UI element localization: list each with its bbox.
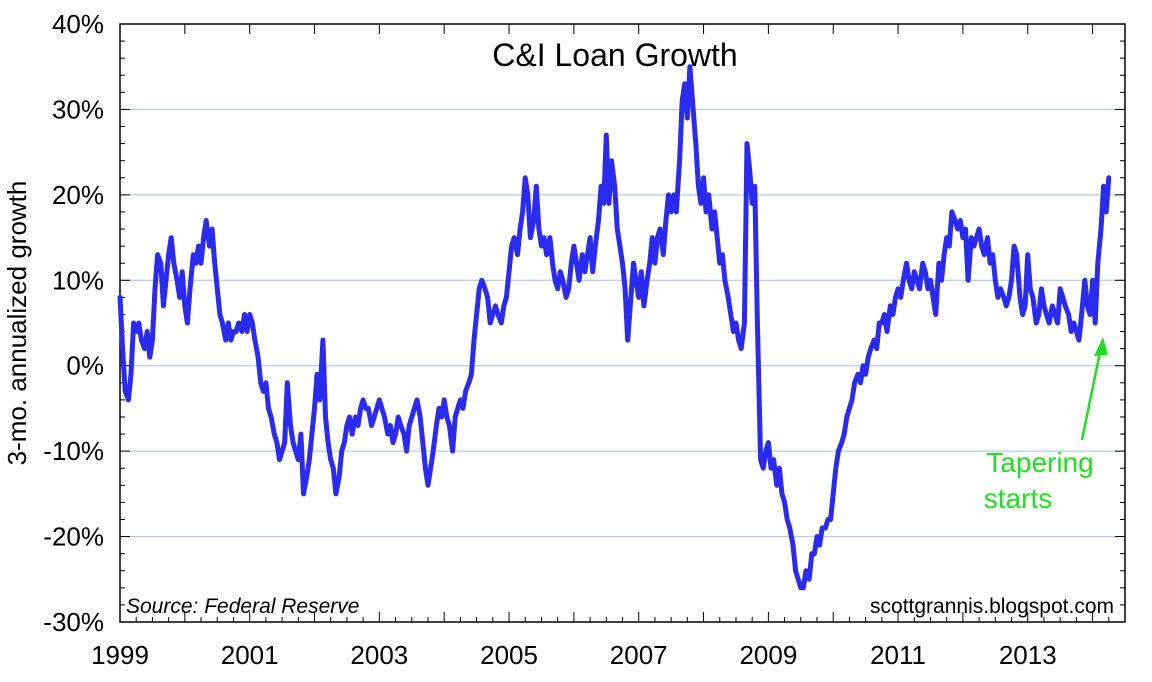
- y-tick-label: 20%: [52, 180, 104, 210]
- plot-frame: [119, 23, 1126, 623]
- annotation-line-2: starts: [984, 483, 1052, 514]
- y-tick-label: 40%: [52, 9, 104, 39]
- chart-title: C&I Loan Growth: [492, 37, 737, 73]
- axis-ticks: [119, 23, 1125, 623]
- x-tick-label: 2001: [221, 640, 279, 670]
- annotation-arrowhead: [1094, 337, 1108, 356]
- x-tick-label: 2011: [870, 640, 926, 670]
- series-line: [117, 64, 1112, 591]
- x-tick-labels: 1999 2001 2003 2005 2007 2009 2011 2013: [91, 640, 1057, 670]
- x-tick-label: 2009: [739, 640, 797, 670]
- y-tick-label: -10%: [43, 436, 104, 466]
- tapering-annotation: Tapering starts: [984, 337, 1108, 514]
- x-tick-label: 2005: [480, 640, 538, 670]
- annotation-line-1: Tapering: [986, 447, 1093, 478]
- credit-note: scottgrannis.blogspot.com: [870, 595, 1114, 618]
- y-tick-labels: 40% 30% 20% 10% 0% -10% -20% -30%: [43, 9, 104, 637]
- x-tick-label: 1999: [91, 640, 149, 670]
- y-tick-label: 30%: [52, 94, 104, 124]
- x-tick-label: 2003: [350, 640, 408, 670]
- annotation-arrow: [1080, 351, 1102, 441]
- y-tick-label: 10%: [52, 265, 104, 295]
- gridlines: [120, 108, 1125, 538]
- source-note: Source: Federal Reserve: [126, 595, 359, 618]
- x-tick-label: 2013: [999, 640, 1057, 670]
- series-group: [117, 64, 1112, 591]
- y-tick-label: -30%: [43, 607, 104, 637]
- y-tick-label: 0%: [66, 351, 104, 381]
- y-axis-label: 3-mo. annualized growth: [2, 181, 32, 466]
- y-tick-label: -20%: [43, 522, 104, 552]
- x-tick-label: 2007: [610, 640, 668, 670]
